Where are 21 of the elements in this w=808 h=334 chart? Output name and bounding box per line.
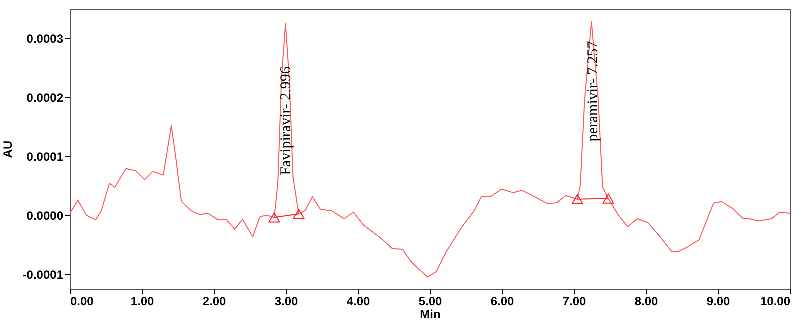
y-tick-label: 0.0000 [26,208,64,223]
y-axis-title: AU [0,140,15,158]
annotation: peramivir- 7.257 [586,40,602,142]
x-tick-label: 1.00 [130,294,154,308]
y-tick-label: 0.0002 [26,90,64,105]
x-tick-label: 9.00 [706,294,730,308]
y-tick-label: 0.0001 [26,150,64,164]
annotation: Favipiravir- 2.996 [278,66,295,176]
x-tick-label: 0.00 [70,294,94,308]
x-tick-label: 2.00 [202,294,226,308]
x-tick-label: 3.00 [274,294,298,308]
y-tick-label: -0.0001 [22,268,64,282]
x-tick-label: 8.00 [634,294,658,308]
line-series [70,21,790,278]
x-tick-label: 5.00 [418,294,442,308]
x-axis-title: Min [420,308,441,322]
x-tick-label: 4.00 [346,294,370,308]
x-tick-label: 7.00 [562,294,586,308]
x-tick-label: 10.00 [760,294,791,308]
x-tick-label: 6.00 [490,294,514,308]
y-tick-label: 0.0003 [26,32,64,46]
